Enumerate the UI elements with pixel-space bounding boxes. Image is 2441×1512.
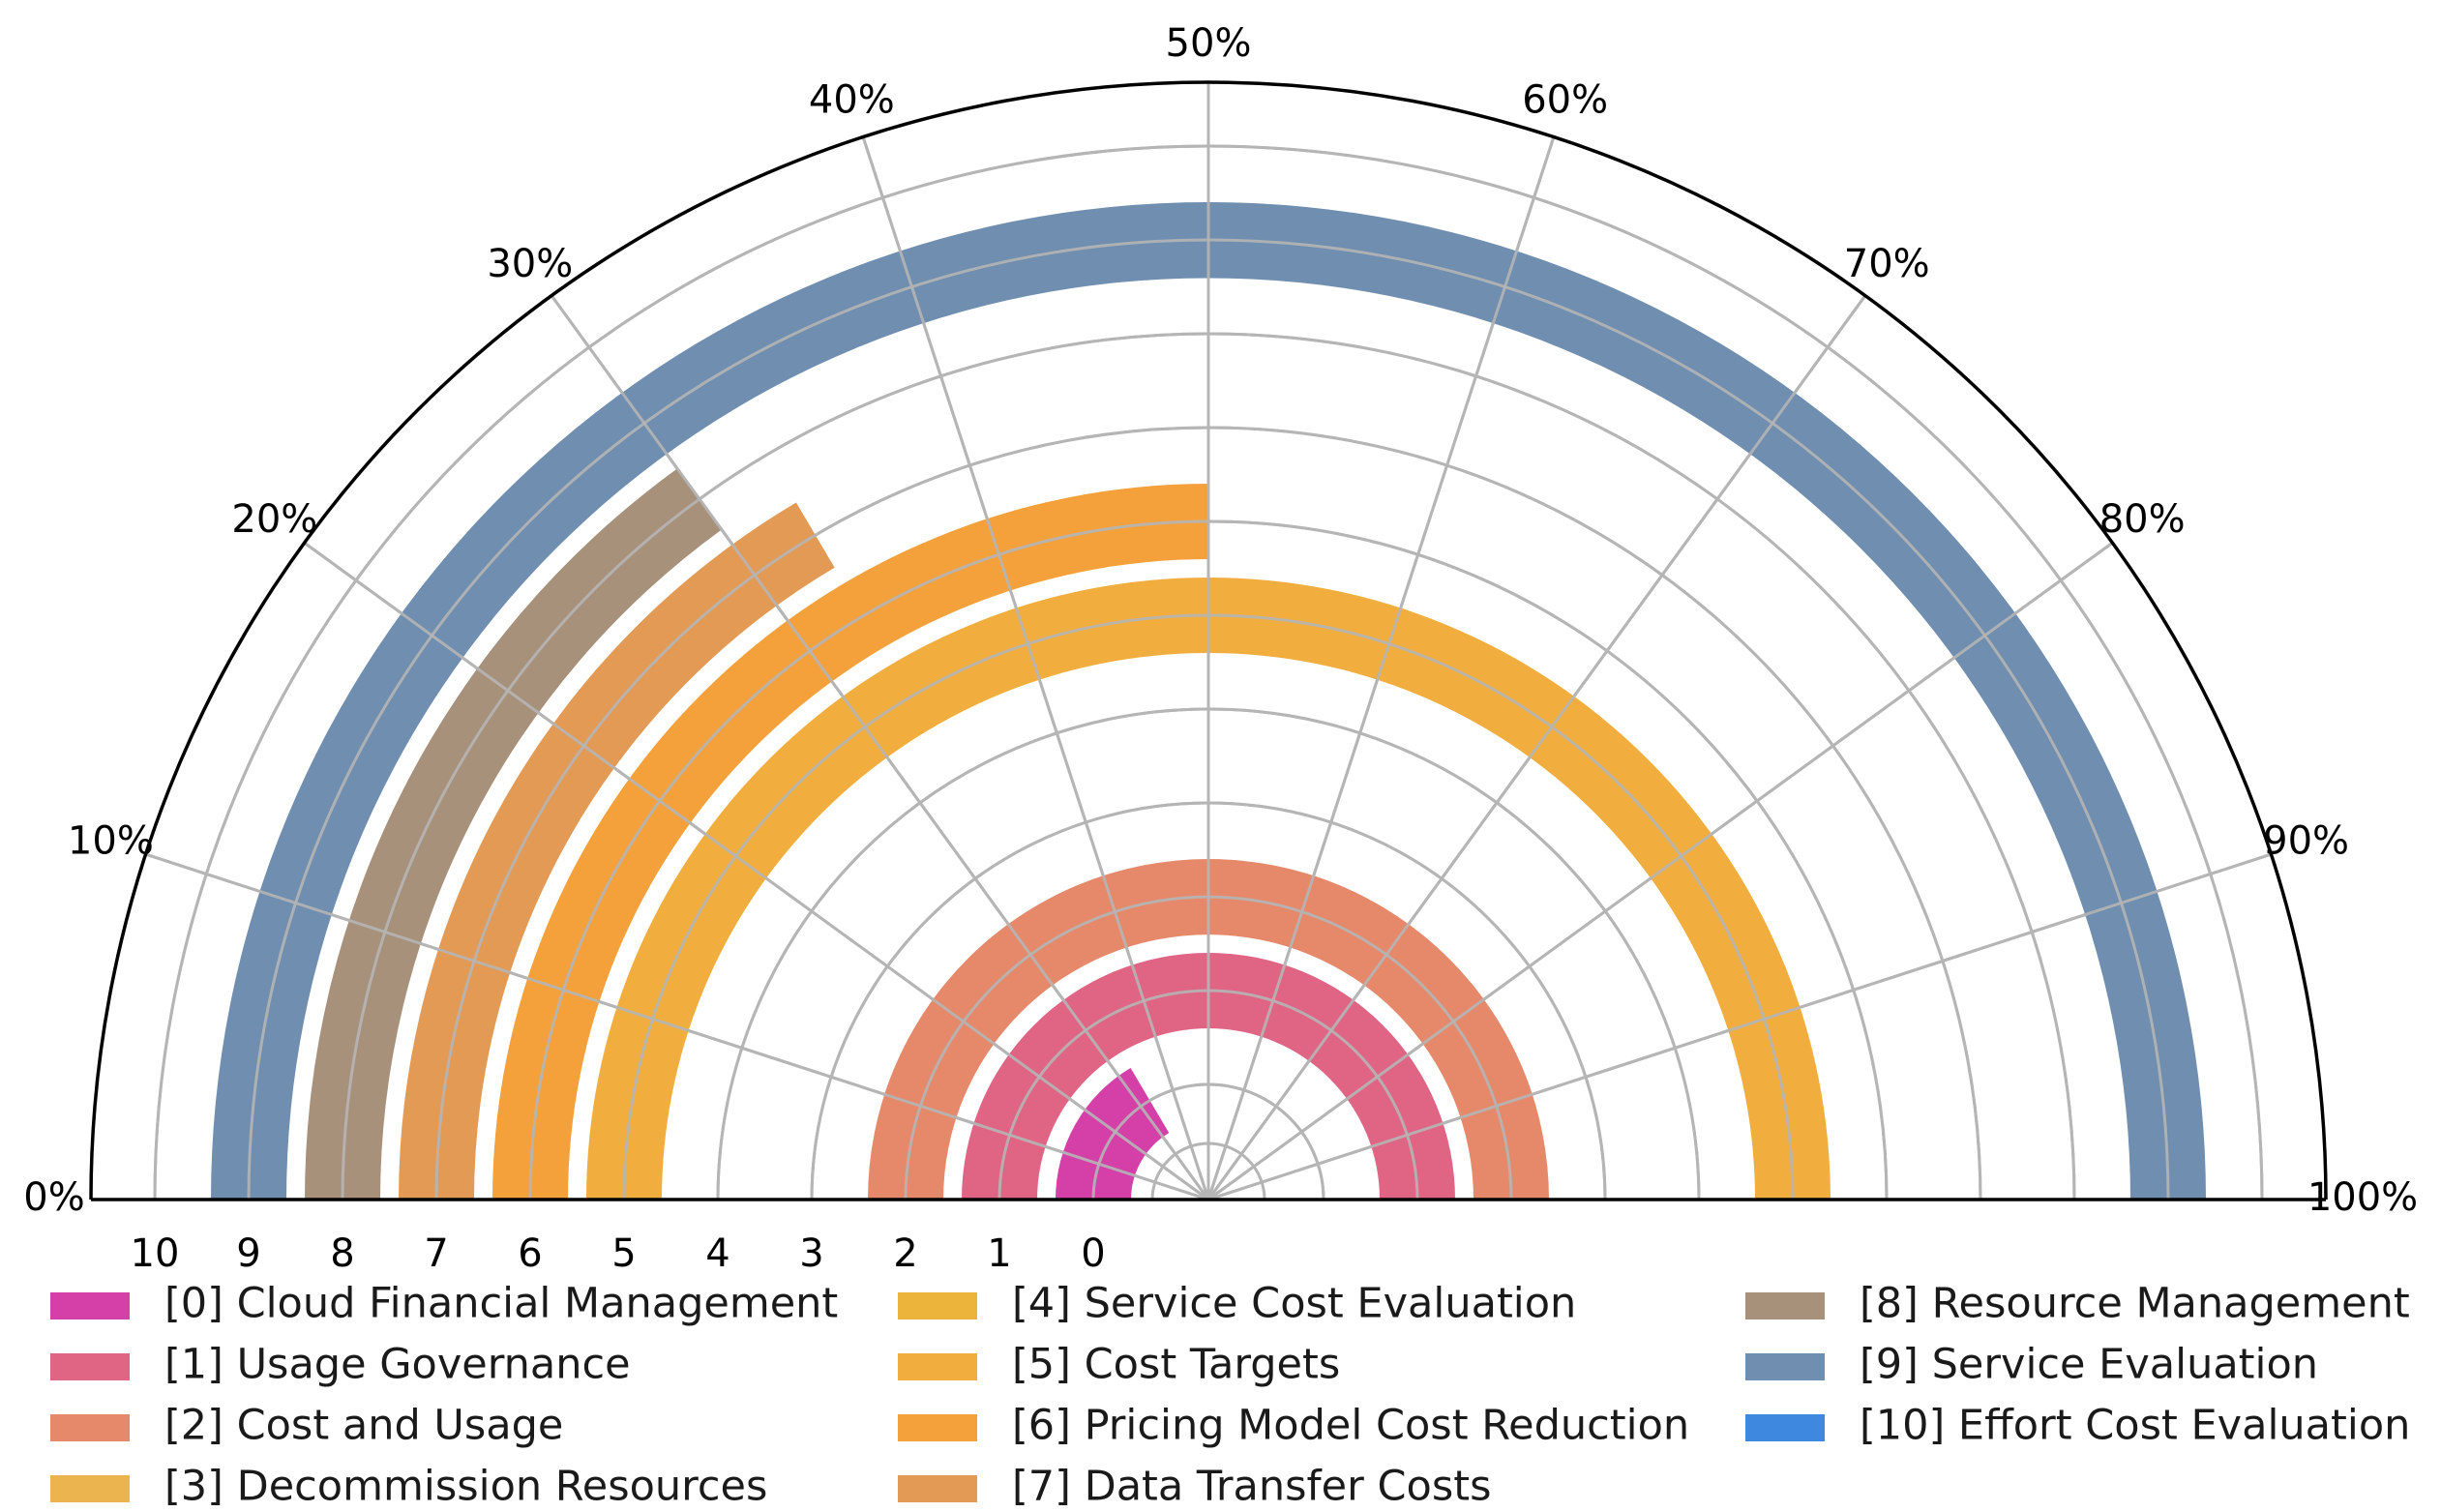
legend-label: [3] Decommission Resources — [164, 1463, 767, 1511]
legend-swatch — [898, 1414, 977, 1441]
legend-item: [10] Effort Cost Evaluation — [1745, 1402, 2410, 1450]
legend-item: [8] Resource Management — [1745, 1280, 2410, 1328]
legend-item: [4] Service Cost Evaluation — [898, 1280, 1576, 1328]
angle-tick-label: 70% — [1844, 242, 1930, 286]
angle-tick-label: 100% — [2307, 1175, 2418, 1220]
angle-tick-label: 0% — [23, 1175, 84, 1220]
legend-label: [6] Pricing Model Cost Reduction — [1012, 1402, 1689, 1450]
angle-tick-label: 10% — [68, 818, 154, 863]
legend-item: [0] Cloud Financial Management — [50, 1280, 838, 1328]
ring-tick-label: 2 — [893, 1231, 917, 1276]
ring-tick-label: 7 — [424, 1231, 448, 1276]
legend-label: [9] Service Evaluation — [1860, 1341, 2318, 1389]
legend-label: [8] Resource Management — [1860, 1280, 2410, 1328]
angle-tick-label: 60% — [1522, 77, 1608, 122]
radial-gridline-overlay — [1206, 294, 1867, 1201]
legend-label: [0] Cloud Financial Management — [164, 1280, 838, 1328]
legend-label: [2] Cost and Usage — [164, 1402, 563, 1450]
legend-swatch — [898, 1353, 977, 1380]
legend-item: [6] Pricing Model Cost Reduction — [898, 1402, 1689, 1450]
bar-2 — [868, 859, 1549, 1200]
bar-7 — [399, 502, 835, 1200]
legend: [0] Cloud Financial Management [1] Usage … — [50, 1280, 2410, 1511]
legend-swatch — [50, 1475, 130, 1502]
legend-item: [5] Cost Targets — [898, 1341, 1340, 1389]
axis — [89, 80, 2328, 1201]
legend-swatch — [898, 1292, 977, 1319]
ring-tick-labels: 10 9 8 7 6 5 4 3 2 1 0 — [131, 1231, 1106, 1276]
bars — [145, 82, 2272, 1201]
angle-tick-labels: 0% 10% 20% 30% 40% 50% 60% 70% 80% 90% 100% — [23, 21, 2418, 1220]
angle-tick-label: 50% — [1166, 21, 1252, 66]
bar-1 — [962, 953, 1455, 1200]
radial-gridline-overlay — [145, 852, 1209, 1201]
radial-gridline-overlay — [1207, 541, 2114, 1201]
legend-swatch — [1745, 1414, 1825, 1441]
radial-gridline-overlay — [1207, 852, 2272, 1201]
ring-tick-label: 4 — [705, 1231, 729, 1276]
angle-tick-label: 90% — [2263, 818, 2349, 863]
legend-swatch — [50, 1292, 130, 1319]
bar-6 — [492, 484, 1208, 1200]
legend-label: [10] Effort Cost Evaluation — [1860, 1402, 2410, 1450]
ring-tick-label: 5 — [611, 1231, 636, 1276]
legend-item: [2] Cost and Usage — [50, 1402, 563, 1450]
bar-5 — [586, 578, 1831, 1200]
ring-tick-label: 9 — [236, 1231, 260, 1276]
ring-tick-label: 8 — [330, 1231, 354, 1276]
legend-swatch — [1745, 1292, 1825, 1319]
legend-swatch — [50, 1353, 130, 1380]
legend-label: [4] Service Cost Evaluation — [1012, 1280, 1576, 1328]
legend-swatch — [1745, 1353, 1825, 1380]
angle-tick-label: 80% — [2099, 497, 2186, 542]
legend-swatch — [50, 1414, 130, 1441]
legend-swatch — [898, 1475, 977, 1502]
legend-label: [7] Data Transfer Costs — [1012, 1463, 1492, 1511]
ring-tick-label: 10 — [131, 1231, 180, 1276]
radial-gridline-overlay — [303, 541, 1209, 1201]
ring-tick-label: 0 — [1081, 1231, 1105, 1276]
radial-gridline-overlay — [550, 294, 1210, 1201]
ring-tick-label: 3 — [799, 1231, 823, 1276]
legend-item: [1] Usage Governance — [50, 1341, 631, 1389]
radial-gridline-overlay — [1206, 136, 1556, 1201]
legend-label: [1] Usage Governance — [164, 1341, 631, 1389]
legend-item: [7] Data Transfer Costs — [898, 1463, 1492, 1511]
legend-label: [5] Cost Targets — [1012, 1341, 1340, 1389]
angle-tick-label: 40% — [809, 77, 895, 122]
legend-item: [3] Decommission Resources — [50, 1463, 767, 1511]
ring-tick-label: 6 — [518, 1231, 542, 1276]
legend-item: [9] Service Evaluation — [1745, 1341, 2318, 1389]
outer-boundary — [89, 80, 2328, 1201]
angle-tick-label: 30% — [487, 242, 573, 286]
radial-gridline-overlay — [861, 136, 1210, 1201]
ring-tick-label: 1 — [987, 1231, 1011, 1276]
angle-tick-label: 20% — [231, 497, 317, 542]
